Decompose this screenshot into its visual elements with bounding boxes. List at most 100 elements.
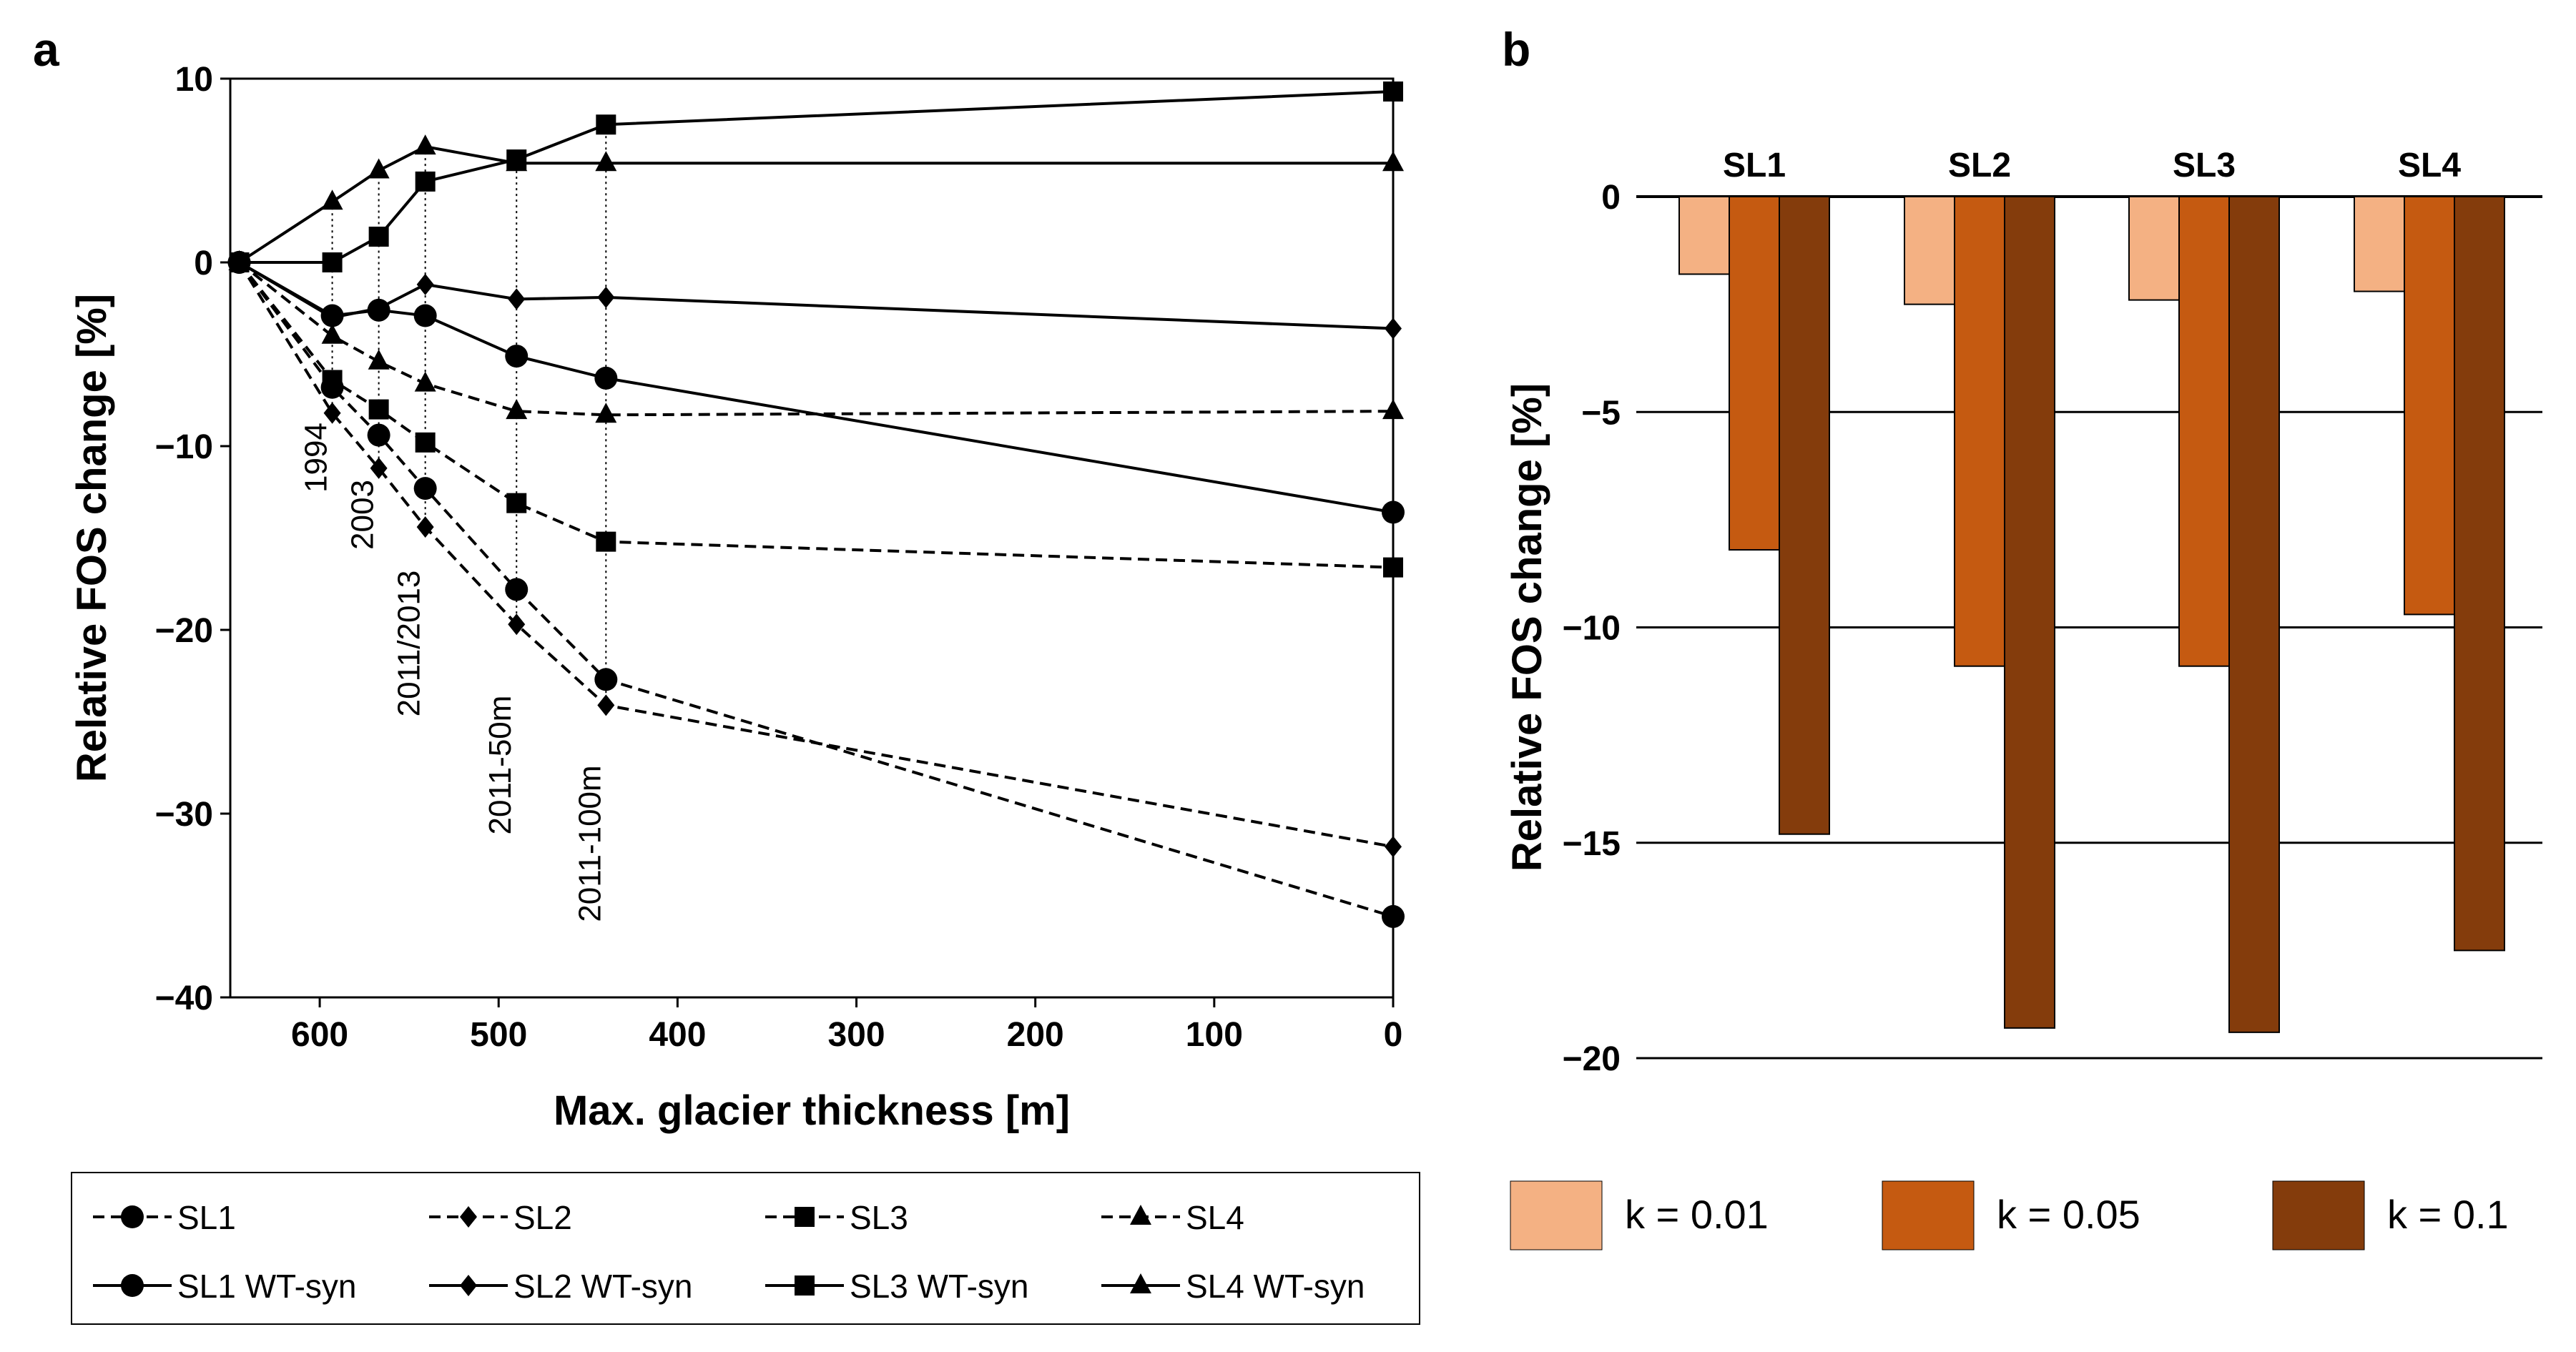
x-tick-label-a: 0 — [1384, 1016, 1403, 1054]
marker-circle — [367, 423, 390, 447]
y-tick-label-a: 10 — [175, 61, 213, 99]
event-label: 2011-50m — [483, 696, 518, 835]
marker-triangle — [368, 349, 390, 370]
marker-square — [322, 252, 343, 272]
y-axis-title-b: Relative FOS change [%] — [1504, 383, 1550, 872]
bar-sl4-k2 — [2454, 196, 2505, 952]
legend-label-a: SL3 WT-syn — [850, 1268, 1029, 1305]
marker-diamond — [416, 273, 434, 295]
marker-diamond — [508, 613, 526, 636]
y-tick-label-a: 0 — [194, 245, 213, 282]
marker-square — [1383, 557, 1403, 578]
marker-triangle — [595, 403, 617, 423]
series-line — [238, 261, 1394, 417]
bar-sl2-k1 — [1954, 196, 2005, 667]
legend-label-b: k = 0.1 — [2387, 1192, 2509, 1237]
legend-swatch-b — [2272, 1180, 2365, 1250]
marker-triangle — [321, 189, 343, 210]
legend-label-a: SL4 WT-syn — [1186, 1268, 1365, 1305]
series-sl4-wt-syn — [228, 134, 1404, 270]
y-tick-label-b: −20 — [1563, 1040, 1621, 1078]
x-tick-label-a: 300 — [827, 1016, 885, 1054]
bar-sl4-k0 — [2354, 196, 2405, 292]
panel-a-label: a — [33, 23, 60, 76]
marker-triangle — [506, 151, 528, 172]
y-tick-label-b: 0 — [1601, 179, 1621, 217]
marker-square — [415, 171, 436, 192]
marker-diamond — [416, 516, 434, 538]
marker-circle — [505, 578, 529, 601]
legend-label-a: SL2 — [513, 1199, 572, 1236]
marker-triangle — [1382, 399, 1404, 420]
x-tick-label-a: 500 — [470, 1016, 527, 1054]
marker-triangle — [321, 323, 343, 344]
category-label-b: SL4 — [2398, 147, 2461, 184]
bar-sl2-k0 — [1904, 196, 1955, 305]
legend-label-a: SL4 — [1186, 1199, 1244, 1236]
panel-b-bar-chart: 0 −5 −10 −15 −20 Relative FOS change [%] SL1 SL… — [1504, 147, 2542, 1250]
marker-triangle — [368, 158, 390, 179]
legend-label-a: SL1 — [177, 1199, 236, 1236]
marker-triangle — [1130, 1205, 1151, 1225]
marker-triangle — [228, 250, 250, 270]
series-sl1-wt-syn — [227, 251, 1405, 524]
legend-label-b: k = 0.05 — [1997, 1192, 2140, 1237]
y-tick-label-b: −10 — [1563, 610, 1621, 648]
legend-label-a: SL1 WT-syn — [177, 1268, 357, 1305]
y-tick-label-a: −40 — [155, 980, 213, 1017]
marker-diamond — [597, 286, 615, 308]
legend-swatch-b — [1510, 1180, 1603, 1250]
event-label: 2011/2013 — [392, 571, 427, 717]
marker-triangle — [414, 134, 436, 155]
y-tick-label-b: −15 — [1563, 825, 1621, 863]
marker-square — [795, 1275, 815, 1296]
marker-diamond — [1385, 836, 1402, 858]
legend-label-a: SL3 — [850, 1199, 908, 1236]
series-sl2-wt-syn — [230, 252, 1402, 340]
marker-square — [506, 493, 527, 513]
y-tick-label-a: −30 — [155, 796, 213, 834]
marker-diamond — [597, 694, 615, 716]
y-tick-label-a: −10 — [155, 428, 213, 466]
legend-swatch-b — [1882, 1180, 1975, 1250]
marker-triangle — [1130, 1273, 1151, 1293]
marker-square — [368, 227, 389, 247]
x-axis-title-a: Max. glacier thickness [m] — [554, 1087, 1070, 1134]
bar-sl3-k2 — [2228, 196, 2280, 1033]
legend-label-a: SL2 WT-syn — [513, 1268, 693, 1305]
marker-triangle — [414, 371, 436, 392]
marker-square — [596, 531, 616, 552]
series-line — [238, 145, 1393, 264]
bar-sl1-k1 — [1729, 196, 1780, 551]
category-label-b: SL1 — [1723, 147, 1786, 184]
marker-circle — [121, 1205, 144, 1228]
event-label: 2003 — [345, 480, 380, 550]
marker-square — [795, 1207, 815, 1227]
bar-sl1-k2 — [1779, 196, 1830, 835]
y-axis-title-a: Relative FOS change [%] — [69, 294, 115, 782]
marker-circle — [594, 668, 618, 691]
marker-square — [1383, 81, 1403, 102]
series-line — [239, 89, 1394, 264]
legend-box-a — [71, 1172, 1420, 1325]
bar-sl3-k1 — [2178, 196, 2230, 667]
series-sl3-wt-syn — [229, 81, 1403, 272]
marker-triangle — [595, 151, 617, 172]
bar-sl4-k1 — [2404, 196, 2455, 616]
marker-diamond — [460, 1206, 477, 1228]
bar-sl2-k2 — [2004, 196, 2055, 1029]
marker-circle — [413, 477, 437, 500]
marker-circle — [413, 304, 437, 327]
legend-label-b: k = 0.01 — [1625, 1192, 1769, 1237]
x-tick-label-a: 400 — [649, 1016, 706, 1054]
plot-frame-a — [229, 77, 1395, 999]
panel-b-label: b — [1502, 23, 1530, 76]
marker-triangle — [506, 399, 528, 420]
marker-square — [596, 114, 616, 135]
marker-diamond — [460, 1275, 477, 1296]
x-tick-label-a: 100 — [1186, 1016, 1243, 1054]
marker-diamond — [370, 297, 388, 320]
marker-circle — [594, 366, 618, 390]
